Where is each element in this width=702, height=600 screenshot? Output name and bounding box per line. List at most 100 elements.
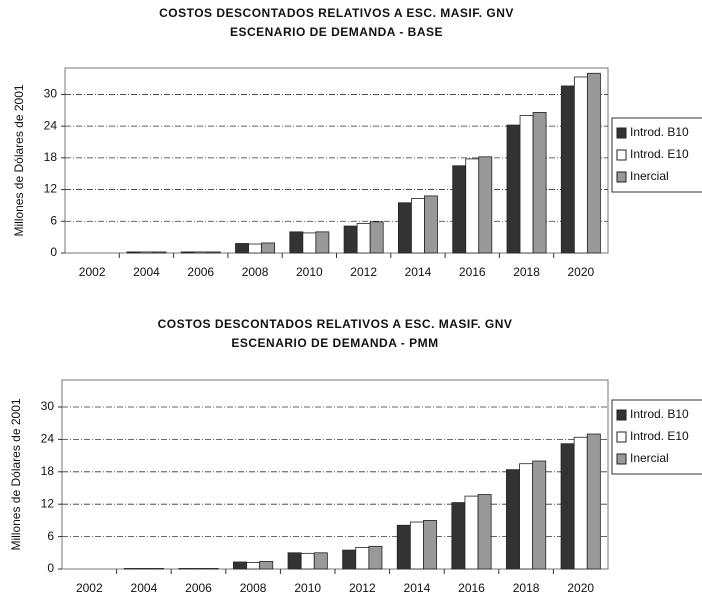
bar [204,568,219,570]
x-tick-label: 2018 [513,581,540,595]
x-tick-label: 2004 [133,265,160,279]
bar [519,115,534,254]
bar [246,562,261,570]
bar [560,443,575,570]
legend-swatch [616,171,627,183]
bar [368,545,383,570]
x-tick-label: 2006 [187,265,214,279]
bar [506,124,521,254]
chart-subtitle: ESCENARIO DE DEMANDA - BASE [230,25,443,39]
legend-label: Inercial [630,169,669,183]
bar [586,72,601,254]
bar [287,552,302,570]
y-tick-label: 18 [44,150,58,164]
y-tick-label: 6 [47,529,54,543]
x-tick-label: 2014 [404,581,431,595]
y-tick-label: 6 [50,213,57,227]
x-tick-label: 2010 [294,581,321,595]
bar [123,568,138,570]
x-tick-label: 2002 [76,581,103,595]
bar [261,242,275,254]
legend-label: Introd. E10 [630,429,689,443]
bar [150,568,164,570]
bar [259,561,274,570]
x-tick-label: 2014 [405,265,432,279]
bar [465,158,480,254]
bar [464,495,479,570]
bar [451,502,466,570]
bar [300,552,315,570]
bar [139,251,154,254]
bar [136,568,151,570]
bar [532,460,547,570]
chart-title: COSTOS DESCONTADOS RELATIVOS A ESC. MASI… [158,317,513,331]
bar [396,524,411,570]
y-tick-label: 30 [41,399,55,413]
x-tick-label: 2012 [350,265,377,279]
y-tick-label: 12 [44,182,58,196]
x-tick-label: 2020 [567,265,594,279]
bar [573,76,588,254]
chart-title: COSTOS DESCONTADOS RELATIVOS A ESC. MASI… [159,6,514,20]
bar [302,232,317,254]
bar [193,251,208,254]
bar [191,568,206,570]
legend-label: Inercial [630,451,669,465]
legend-swatch [616,431,627,443]
bar [315,231,330,254]
legend-label: Introd. E10 [630,147,689,161]
x-tick-label: 2008 [242,265,269,279]
y-axis-label: Millones de Dólares de 2001 [9,398,23,550]
y-tick-label: 24 [44,118,58,132]
bar [409,521,424,570]
bar [152,251,167,254]
x-tick-label: 2016 [459,265,486,279]
y-tick-label: 0 [47,561,54,575]
bar [423,520,437,570]
bar [586,433,601,570]
x-tick-label: 2010 [296,265,323,279]
bar [424,195,438,254]
y-tick-label: 24 [41,432,55,446]
y-tick-label: 12 [41,496,55,510]
legend-swatch [616,127,627,139]
legend-box [611,399,702,475]
bar [355,547,370,570]
bar [560,85,575,254]
y-tick-label: 0 [50,245,57,259]
legend-swatch [616,409,627,421]
y-tick-label: 30 [44,87,58,101]
legend-label: Introd. B10 [630,407,689,421]
bar [235,243,249,254]
bar [126,251,141,254]
x-tick-label: 2020 [567,581,594,595]
bar [342,549,357,570]
chart-subtitle: ESCENARIO DE DEMANDA - PMM [231,336,438,350]
bar [313,552,328,570]
x-tick-label: 2002 [79,265,106,279]
bar [289,231,304,254]
bar [532,112,547,254]
bar [356,222,371,254]
legend-box [611,117,702,193]
bar [233,561,247,570]
bar [248,243,262,254]
bar [343,225,358,254]
x-tick-label: 2004 [131,581,158,595]
bar [519,463,534,570]
bar [369,221,384,254]
bar [180,251,195,254]
x-tick-label: 2018 [513,265,540,279]
y-tick-label: 18 [41,464,55,478]
x-tick-label: 2008 [240,581,267,595]
bar [477,494,492,570]
x-tick-label: 2006 [185,581,212,595]
legend-label: Introd. B10 [630,125,689,139]
bar [178,568,193,570]
bar [452,165,467,254]
bar [573,436,588,570]
bar [478,156,493,254]
bar [506,469,520,570]
bar [206,251,221,254]
